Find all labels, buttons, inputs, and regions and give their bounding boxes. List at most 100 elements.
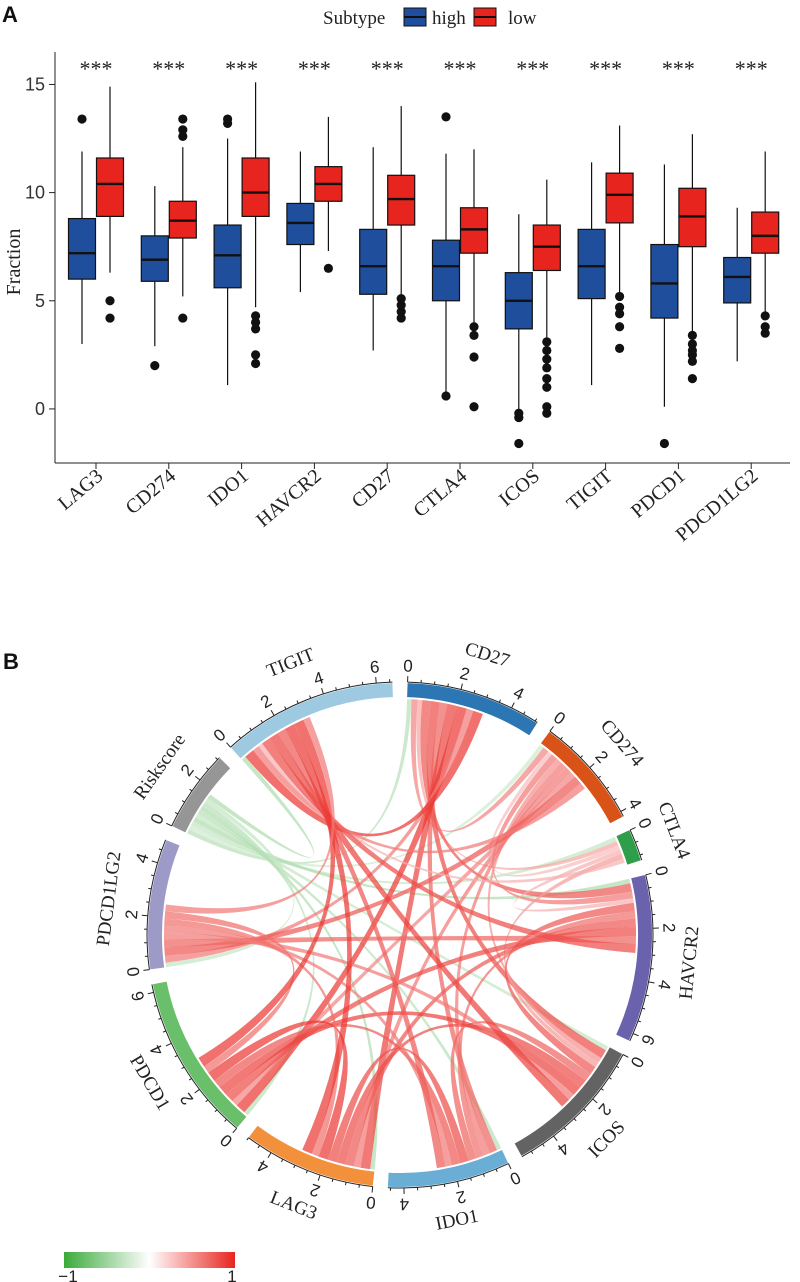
x-tick-label-cd27: CD27 <box>348 465 399 513</box>
sector-tick-label: 2 <box>177 761 198 780</box>
outlier-point <box>542 382 552 392</box>
chord-link-cd274-pdcd1 <box>232 772 576 1106</box>
sector-tick-mark <box>151 860 158 864</box>
sector-tick-mark <box>606 786 610 790</box>
sector-tick-mark <box>560 736 563 740</box>
sector-tick-label: 4 <box>311 668 326 689</box>
sector-axis-pdcd1 <box>151 984 238 1129</box>
significance-label: *** <box>735 56 768 81</box>
x-tick-label-lag3: LAG3 <box>54 465 107 515</box>
sector-tick-mark <box>642 1007 646 1010</box>
sector-tick-mark <box>616 1065 620 1069</box>
outlier-point <box>760 328 770 338</box>
sector-tick-mark <box>470 1177 472 1181</box>
outlier-point <box>223 114 233 124</box>
sector-axis-cd274 <box>549 730 624 817</box>
sector-tick-mark <box>181 800 185 803</box>
x-tick-label-pdcd1: PDCD1 <box>627 465 690 523</box>
sector-tick-label: 2 <box>591 747 612 767</box>
sector-tick-mark <box>629 826 636 831</box>
sector-tick-label: 0 <box>210 725 230 745</box>
sector-tick-mark <box>147 991 154 995</box>
sector-tick-mark <box>205 767 209 770</box>
sector-tick-mark <box>148 887 152 890</box>
sector-tick-mark <box>511 702 515 709</box>
sector-arc-pdcd1lg2 <box>148 840 180 970</box>
chord-links <box>163 699 637 1170</box>
outlier-point <box>542 374 552 384</box>
sector-tick-mark <box>645 994 649 997</box>
sector-tick-label: 0 <box>651 864 672 878</box>
sector-tick-label: 4 <box>624 795 645 813</box>
sector-tick-label: 0 <box>550 708 569 729</box>
x-tick-label-havcr2: HAVCR2 <box>252 465 325 532</box>
y-tick-label: 5 <box>35 291 45 311</box>
box-group-ido1: *** <box>213 56 270 386</box>
significance-label: *** <box>80 56 113 81</box>
sector-axis-riskscore <box>171 757 220 827</box>
sector-tick-mark <box>613 797 617 801</box>
outlier-point <box>469 402 479 412</box>
sector-tick-mark <box>174 1054 178 1058</box>
sector-tick-mark <box>224 1118 227 1122</box>
y-tick-label: 15 <box>25 74 45 94</box>
sector-tick-label: 2 <box>454 1187 468 1208</box>
sector-arc-havcr2 <box>616 875 653 1041</box>
sector-tick-label: 4 <box>510 683 527 704</box>
chord-link-lag3-pdcd1 <box>208 1020 348 1160</box>
colorbar-min-label: −1 <box>58 1267 77 1282</box>
sector-tick-label: 0 <box>147 811 168 828</box>
outlier-point <box>396 313 406 323</box>
sector-tick-label: 4 <box>254 1156 272 1177</box>
sector-tick-mark <box>214 1109 218 1113</box>
chord-link-havcr2-pdcd1lg2 <box>164 935 636 948</box>
outlier-point <box>251 358 261 369</box>
sector-label-ido1: IDO1 <box>434 1206 481 1235</box>
box-group-lag3: *** <box>67 56 125 345</box>
subtype-legend: Subtype high low <box>323 7 537 29</box>
sector-tick-label: 0 <box>507 1168 524 1189</box>
box-low-pdcd1lg2 <box>751 211 780 254</box>
sector-tick-mark <box>305 1170 308 1174</box>
sector-tick-mark <box>232 1127 238 1134</box>
sector-tick-mark <box>249 727 252 731</box>
significance-label: *** <box>516 56 549 81</box>
chord-link-cd274-icos <box>487 758 602 1063</box>
outlier-point <box>178 125 188 135</box>
sector-tick-label: 4 <box>654 978 674 991</box>
sector-tick-mark <box>162 1030 167 1033</box>
outlier-point <box>615 309 625 319</box>
sector-axis-ido1 <box>387 1163 509 1189</box>
significance-label: *** <box>662 56 695 81</box>
outlier-point <box>542 363 552 373</box>
sector-tick-mark <box>270 710 275 716</box>
chord-link-ctla4-icos <box>503 853 624 1068</box>
outlier-point <box>251 350 261 360</box>
sector-tick-mark <box>589 763 595 768</box>
sector-tick-mark <box>542 1143 545 1147</box>
outlier-point <box>469 322 479 332</box>
chord-link-havcr2-ido1 <box>457 911 636 1159</box>
sector-arc-ido1 <box>387 1150 508 1187</box>
outlier-point <box>469 352 479 362</box>
chord-link-cd27-ctla4 <box>416 699 619 871</box>
sector-tick-mark <box>498 699 501 703</box>
sector-label-cd274: CD274 <box>596 716 648 772</box>
box-high-pdcd1 <box>650 243 679 319</box>
sector-tick-label: 4 <box>132 851 153 866</box>
sector-tick-mark <box>553 1135 558 1142</box>
outlier-point <box>615 302 625 312</box>
outlier-point <box>150 361 160 371</box>
sector-tick-mark <box>194 1088 200 1094</box>
sector-tick-mark <box>495 1168 498 1172</box>
sector-tick-mark <box>257 1145 261 1149</box>
outlier-point <box>323 263 333 273</box>
box-group-ctla4: *** <box>431 56 489 412</box>
chord-link-riskscore-pdcd1 <box>202 801 315 1116</box>
colorbar-gradient <box>64 1252 235 1268</box>
outlier-point <box>441 112 451 122</box>
sector-tick-label: 4 <box>399 1194 409 1213</box>
sector-tick-mark <box>486 694 489 698</box>
sector-axis-pdcd1lg2 <box>146 839 167 970</box>
